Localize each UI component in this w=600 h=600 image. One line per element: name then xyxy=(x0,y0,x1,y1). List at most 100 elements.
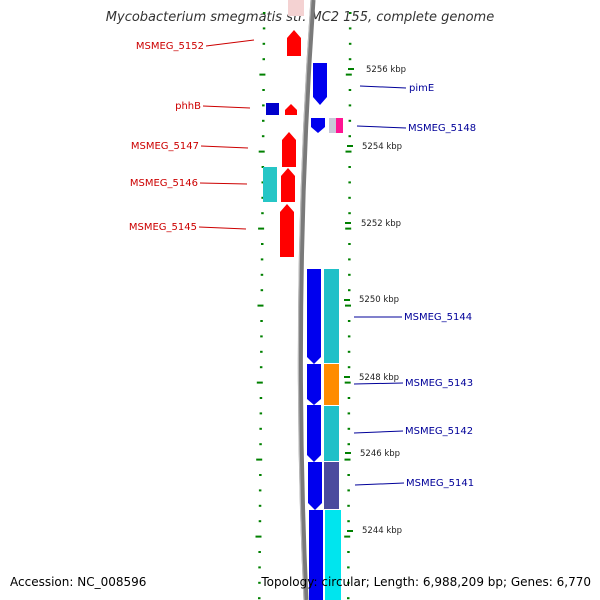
right-tick-27 xyxy=(347,427,351,430)
gene-arrow-next[interactable] xyxy=(309,510,323,600)
gene-arrow-msmeg-5141[interactable] xyxy=(308,462,322,510)
right-tick-33 xyxy=(347,520,350,523)
gene-label-msmeg-5145[interactable]: MSMEG_5145 xyxy=(129,222,197,233)
right-tick-28 xyxy=(347,443,350,446)
left-tick-9 xyxy=(258,150,265,153)
inner-block-msmeg-5143 xyxy=(324,364,339,405)
inner-block-msmeg-5144 xyxy=(324,269,339,363)
scale-label-5248: 5248 kbp xyxy=(359,373,399,383)
backbone-highlight xyxy=(297,0,312,600)
gene-label-msmeg-5142[interactable]: MSMEG_5142 xyxy=(405,426,473,437)
top-region-shade xyxy=(288,0,304,16)
right-tick-15 xyxy=(348,243,351,245)
left-tick-19 xyxy=(257,304,264,307)
right-tick-13 xyxy=(348,212,351,215)
right-tick-1 xyxy=(348,27,352,30)
left-tick-31 xyxy=(258,489,262,492)
scale-label-5252: 5252 kbp xyxy=(361,219,401,229)
left-tick-29 xyxy=(256,458,263,461)
left-tick-11 xyxy=(261,181,264,184)
gene-label-msmeg-5146[interactable]: MSMEG_5146 xyxy=(130,178,198,189)
right-tick-10 xyxy=(348,166,351,168)
right-tick-7 xyxy=(348,119,352,122)
gene-label-phhb[interactable]: phhB xyxy=(175,101,201,112)
right-tick-14 xyxy=(345,227,352,230)
inner-block-msmeg-5146 xyxy=(263,167,277,202)
map-title: Mycobacterium smegmatis str. MC2 155, co… xyxy=(105,10,495,25)
left-tick-22 xyxy=(260,350,263,353)
left-tick-18 xyxy=(260,289,264,292)
left-tick-5 xyxy=(262,89,265,91)
left-tick-12 xyxy=(261,196,264,199)
left-tick-7 xyxy=(262,119,265,122)
right-tick-23 xyxy=(347,366,351,369)
left-tick-27 xyxy=(259,427,262,430)
left-tick-14 xyxy=(258,227,265,230)
genome-backbone xyxy=(297,0,316,600)
gene-label-msmeg-5141[interactable]: MSMEG_5141 xyxy=(406,478,474,489)
gene-label-msmeg-5148[interactable]: MSMEG_5148 xyxy=(408,123,476,134)
left-tick-2 xyxy=(262,42,266,45)
right-tick-3 xyxy=(348,58,352,61)
right-tick-12 xyxy=(348,196,351,199)
gene-arrow-msmeg-5143[interactable] xyxy=(307,364,321,405)
right-tick-34 xyxy=(344,535,351,538)
topology-text: Topology: circular; Length: 6,988,209 bp… xyxy=(261,575,591,589)
gene-arrow-msmeg-5148[interactable] xyxy=(311,118,325,133)
right-tick-22 xyxy=(347,350,351,353)
scale-ticks xyxy=(344,68,354,532)
gene-arrow-msmeg-5142[interactable] xyxy=(307,405,321,462)
right-leader-lines xyxy=(353,85,407,486)
gene-label-pime[interactable]: pimE xyxy=(409,83,434,94)
left-tick-24 xyxy=(256,381,263,384)
left-tick-21 xyxy=(260,335,263,338)
left-tick-37 xyxy=(258,581,261,584)
scale-label-5246: 5246 kbp xyxy=(360,449,400,459)
left-tick-17 xyxy=(260,273,264,276)
left-leader-lines xyxy=(198,39,255,230)
right-tick-30 xyxy=(347,474,350,476)
inner-block-msmeg-5141 xyxy=(324,462,339,509)
gene-label-msmeg-5144[interactable]: MSMEG_5144 xyxy=(404,312,472,323)
left-tick-16 xyxy=(260,258,264,261)
right-tick-0 xyxy=(349,12,352,14)
gene-arrow-msmeg-5144[interactable] xyxy=(307,269,321,364)
right-tick-18 xyxy=(348,289,351,292)
left-tick-15 xyxy=(261,243,264,245)
gene-label-msmeg-5143[interactable]: MSMEG_5143 xyxy=(405,378,473,389)
gene-arrow-pime[interactable] xyxy=(313,63,327,105)
right-tick-38 xyxy=(347,597,350,600)
scale-label-5244: 5244 kbp xyxy=(362,526,402,536)
left-tick-30 xyxy=(259,474,262,476)
right-tick-16 xyxy=(348,258,351,261)
left-tick-36 xyxy=(258,566,261,569)
left-tick-26 xyxy=(259,412,263,415)
gene-arrow-phhb[interactable] xyxy=(285,104,297,115)
gene-arrow-msmeg-5145[interactable] xyxy=(280,204,294,257)
right-tick-31 xyxy=(347,489,350,492)
right-tick-32 xyxy=(347,504,350,507)
left-tick-28 xyxy=(259,443,262,446)
gene-arrow-msmeg-5146[interactable] xyxy=(281,168,295,202)
left-tick-3 xyxy=(262,58,265,61)
gene-arrow-msmeg-5152[interactable] xyxy=(287,30,301,56)
left-tick-25 xyxy=(259,397,263,399)
left-tick-38 xyxy=(258,597,261,600)
gene-arrow-msmeg-5147[interactable] xyxy=(282,132,296,167)
right-tick-21 xyxy=(347,335,351,338)
right-tick-11 xyxy=(348,181,351,184)
left-tick-1 xyxy=(262,27,266,30)
left-tick-4 xyxy=(259,73,266,76)
gene-label-msmeg-5147[interactable]: MSMEG_5147 xyxy=(131,141,199,152)
gene-label-msmeg-5152[interactable]: MSMEG_5152 xyxy=(136,41,204,52)
right-tick-6 xyxy=(348,104,352,107)
left-tick-32 xyxy=(258,504,262,507)
inner-block-msmeg-5142 xyxy=(324,406,339,461)
right-tick-2 xyxy=(348,42,352,45)
left-tick-20 xyxy=(260,320,263,322)
right-tick-36 xyxy=(347,566,350,569)
right-tick-37 xyxy=(347,581,350,584)
left-tick-0 xyxy=(262,12,266,14)
inner-block-phhb xyxy=(266,103,279,115)
